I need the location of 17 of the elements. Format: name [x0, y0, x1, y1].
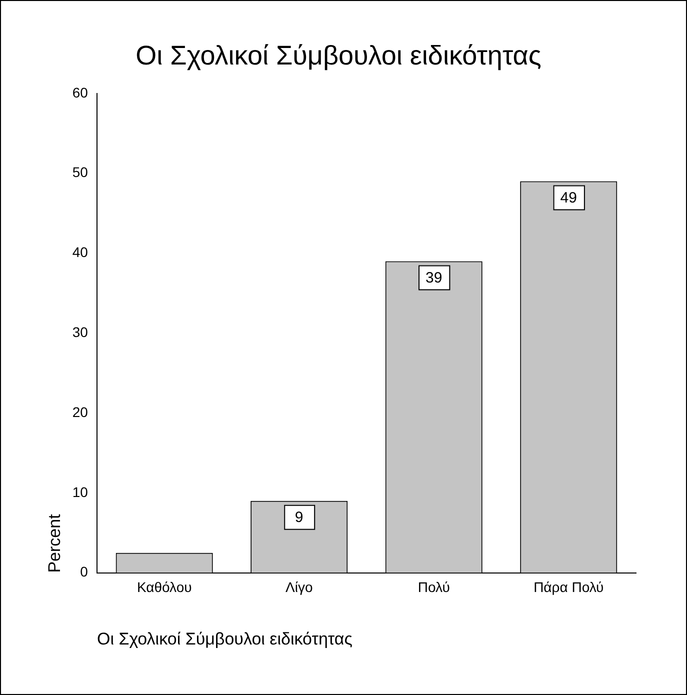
y-tick-label: 60 [72, 84, 88, 100]
y-tick-label: 40 [72, 244, 88, 260]
data-label: 39 [426, 269, 442, 286]
y-tick-label: 50 [72, 164, 88, 180]
y-tick-label: 10 [72, 484, 88, 500]
x-axis-title: Οι Σχολικοί Σύμβουλοι ειδικότητας [96, 629, 352, 648]
x-tick-label: Πολύ [418, 579, 450, 596]
data-label: 49 [560, 189, 577, 206]
y-tick-label: 30 [72, 324, 88, 340]
x-tick-label: Λίγο [285, 579, 313, 596]
y-tick-label: 0 [80, 564, 88, 580]
y-axis-title: Percent [44, 514, 64, 573]
x-tick-label: Πάρα Πολύ [534, 579, 604, 596]
y-tick-label: 20 [72, 404, 88, 420]
chart-title: Οι Σχολικοί Σύμβουλοι ειδικότητας [136, 40, 542, 71]
x-tick-label: Καθόλου [136, 579, 192, 596]
data-label: 9 [294, 509, 304, 526]
